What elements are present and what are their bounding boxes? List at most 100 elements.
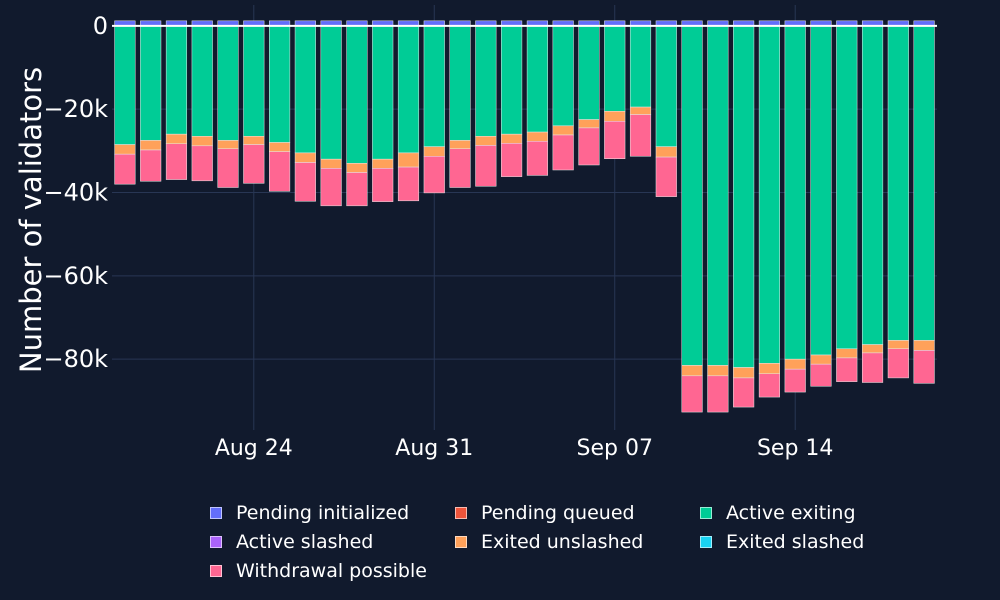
x-axis-ticks: Aug 24 Aug 31 Sep 07 Sep 14 — [215, 436, 834, 461]
bar-segment — [243, 144, 265, 184]
x-tick-label: Sep 14 — [757, 436, 833, 461]
bar-segment — [423, 146, 445, 157]
bar-segment — [578, 25, 600, 120]
bar-segment — [655, 156, 677, 197]
bar-segment — [758, 373, 780, 398]
bar-segment — [861, 25, 884, 345]
bar-segment — [552, 134, 574, 171]
bar-segment — [294, 162, 316, 202]
bar-segment — [217, 148, 239, 188]
x-tick-label: Aug 31 — [395, 436, 473, 461]
chart-legend: Pending initialized Pending queued Active … — [210, 500, 910, 583]
bar-segment — [784, 25, 806, 360]
legend-swatch — [455, 535, 467, 548]
bar-segment — [604, 25, 626, 112]
bar-segment — [526, 25, 548, 133]
bar-segment — [861, 344, 884, 354]
bar-segment — [913, 25, 935, 341]
bar-segment — [449, 25, 471, 141]
legend-label: Pending initialized — [236, 501, 410, 524]
legend-swatch — [210, 564, 222, 577]
bar-segment — [887, 340, 909, 349]
bar-segment — [604, 111, 626, 122]
bar-segment — [346, 25, 368, 164]
legend-item[interactable]: Active exiting — [700, 500, 910, 525]
legend-item[interactable]: Pending initialized — [210, 500, 455, 525]
bar-segment — [501, 25, 523, 135]
legend-swatch — [210, 535, 222, 548]
bar-segment — [140, 25, 162, 141]
legend-item[interactable]: Active slashed — [210, 529, 455, 554]
bar-segment — [346, 172, 368, 207]
x-tick-label: Aug 24 — [215, 436, 293, 461]
y-tick-label: −80k — [43, 345, 108, 373]
bar-segment — [320, 168, 342, 207]
bar-segment — [526, 131, 548, 142]
bar-segment — [294, 25, 316, 154]
bars-layer — [114, 20, 935, 413]
bar-segment — [217, 25, 239, 141]
bar-segment — [397, 25, 420, 154]
legend-swatch — [210, 506, 222, 519]
bar-segment — [372, 25, 394, 160]
bar-segment — [269, 151, 291, 192]
bar-segment — [191, 25, 213, 137]
bar-segment — [655, 146, 677, 158]
bar-segment — [165, 25, 188, 135]
bar-segment — [784, 368, 806, 393]
legend-label: Pending queued — [481, 501, 635, 524]
bar-segment — [140, 149, 162, 182]
bar-segment — [423, 25, 445, 147]
y-axis-ticks: 0 −20k −40k −60k −80k — [43, 12, 108, 373]
legend-item[interactable]: Withdrawal possible — [210, 558, 455, 583]
y-tick-label: −60k — [43, 262, 108, 290]
bar-segment — [320, 158, 342, 169]
bar-segment — [114, 144, 136, 155]
bar-segment — [243, 25, 265, 137]
bar-segment — [346, 163, 368, 173]
bar-segment — [578, 127, 600, 166]
bar-segment — [681, 375, 703, 413]
legend-swatch — [455, 506, 467, 519]
bar-segment — [578, 119, 600, 129]
bar-segment — [861, 352, 884, 383]
bar-segment — [449, 140, 471, 150]
bar-segment — [552, 25, 574, 127]
x-tick-label: Sep 07 — [577, 436, 653, 461]
legend-label: Withdrawal possible — [236, 559, 427, 582]
legend-item[interactable]: Exited slashed — [700, 529, 910, 554]
bar-segment — [836, 357, 858, 382]
bar-segment — [165, 133, 188, 145]
legend-label: Active slashed — [236, 530, 374, 553]
bar-segment — [629, 106, 652, 115]
bar-segment — [629, 114, 652, 157]
bar-segment — [707, 375, 729, 413]
bar-segment — [526, 141, 548, 176]
bar-segment — [423, 156, 445, 194]
legend-swatch — [700, 535, 712, 548]
legend-item[interactable]: Pending queued — [455, 500, 700, 525]
bar-segment — [114, 153, 136, 185]
bar-segment — [475, 136, 497, 146]
bar-segment — [707, 25, 729, 366]
bar-segment — [810, 363, 832, 387]
bar-segment — [733, 25, 755, 368]
bar-segment — [217, 140, 239, 150]
bar-segment — [501, 143, 523, 177]
bar-segment — [475, 145, 497, 187]
bar-segment — [449, 148, 471, 188]
bar-segment — [784, 358, 806, 370]
bar-segment — [707, 365, 729, 377]
legend-label: Exited slashed — [726, 530, 865, 553]
legend-item[interactable]: Exited unslashed — [455, 529, 700, 554]
bar-segment — [604, 121, 626, 159]
bar-segment — [655, 25, 677, 147]
bar-segment — [913, 350, 935, 384]
bar-segment — [810, 25, 832, 356]
bar-segment — [191, 136, 213, 147]
bar-segment — [552, 125, 574, 136]
bar-segment — [372, 168, 394, 202]
bar-segment — [681, 365, 703, 377]
bar-segment — [836, 348, 858, 359]
